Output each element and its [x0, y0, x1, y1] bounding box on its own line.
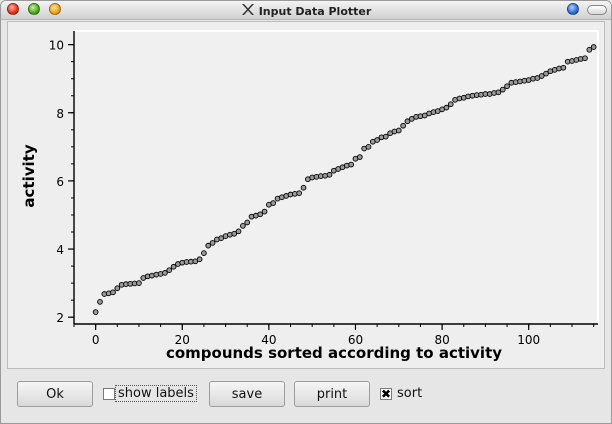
toolbar-toggle-button[interactable]: [587, 5, 607, 15]
data-point: [400, 122, 406, 129]
data-point: [326, 171, 333, 178]
data-point: [261, 208, 268, 215]
data-point: [499, 86, 506, 93]
x-tick-label: 20: [175, 333, 190, 347]
plot-background: [76, 31, 598, 324]
x-tick-label: 80: [434, 333, 449, 347]
data-point: [348, 161, 355, 168]
data-point: [586, 46, 593, 53]
plot-area: 2 4 6 8 10 0 20 40 60 80 100 compounds sorted acc…: [7, 21, 605, 369]
window-menu-button[interactable]: [567, 3, 579, 15]
data-point: [205, 242, 212, 249]
data-point: [404, 118, 411, 125]
close-window-button[interactable]: [7, 3, 19, 15]
save-button[interactable]: save: [209, 381, 285, 407]
data-point: [240, 223, 246, 229]
data-point: [538, 73, 545, 79]
window-title-container: Input Data Plotter: [1, 3, 611, 20]
x-tick-label: 40: [261, 333, 276, 347]
data-point: [110, 289, 116, 296]
x-axis-label: compounds sorted according to activity: [166, 344, 502, 362]
window-title: Input Data Plotter: [258, 5, 372, 18]
data-point: [162, 270, 168, 276]
control-bar: Ok show labels save print ✖ sort: [1, 373, 611, 423]
data-point: [136, 280, 142, 286]
data-point: [231, 230, 238, 237]
sort-label[interactable]: sort: [397, 386, 423, 401]
minimize-window-button[interactable]: [28, 3, 40, 15]
data-point: [270, 200, 277, 206]
data-point: [201, 250, 207, 256]
show-labels-label[interactable]: show labels: [115, 385, 197, 402]
y-tick-label: 10: [49, 39, 64, 53]
data-point: [443, 104, 450, 111]
data-point: [244, 219, 251, 226]
data-point: [365, 143, 372, 150]
data-point: [495, 89, 502, 96]
show-labels-checkbox[interactable]: [103, 388, 115, 400]
sort-checkbox[interactable]: ✖: [380, 387, 392, 401]
data-point: [209, 240, 216, 246]
data-point: [590, 44, 597, 50]
x-ticks: 0 20 40 60 80 100: [92, 324, 540, 347]
data-point: [300, 184, 307, 191]
y-axis-label: activity: [20, 144, 38, 207]
data-point: [170, 263, 177, 270]
data-point: [97, 299, 103, 305]
x-tick-label: 60: [348, 333, 363, 347]
data-point: [374, 137, 380, 143]
data-point: [196, 256, 203, 263]
y-tick-label: 2: [56, 311, 64, 325]
data-point: [560, 64, 567, 71]
x-minor-ticks: [73, 324, 595, 327]
y-tick-label: 8: [56, 107, 64, 121]
data-point: [296, 190, 303, 197]
data-points: [92, 44, 597, 315]
print-button[interactable]: print: [294, 381, 370, 407]
y-tick-label: 4: [56, 243, 64, 257]
data-point: [114, 285, 121, 292]
x-tick-label: 100: [517, 333, 540, 347]
data-point: [543, 70, 549, 77]
maximize-window-button[interactable]: [49, 3, 61, 15]
data-point: [447, 101, 454, 108]
data-point: [92, 309, 99, 315]
data-point: [235, 228, 242, 235]
scatter-chart: 2 4 6 8 10 0 20 40 60 80 100 compounds sorted acc…: [20, 30, 599, 362]
x-tick-label: 0: [92, 333, 100, 347]
y-ticks: 2 4 6 8 10: [49, 39, 74, 325]
title-bar[interactable]: Input Data Plotter: [1, 1, 611, 20]
y-tick-label: 6: [56, 175, 64, 189]
data-point: [257, 211, 264, 218]
data-point: [504, 83, 510, 90]
data-point: [382, 133, 389, 140]
data-point: [395, 127, 402, 134]
data-point: [166, 267, 173, 274]
data-point: [582, 55, 588, 62]
ok-button[interactable]: Ok: [17, 381, 93, 407]
x-icon: [241, 3, 255, 20]
data-point: [356, 154, 363, 160]
